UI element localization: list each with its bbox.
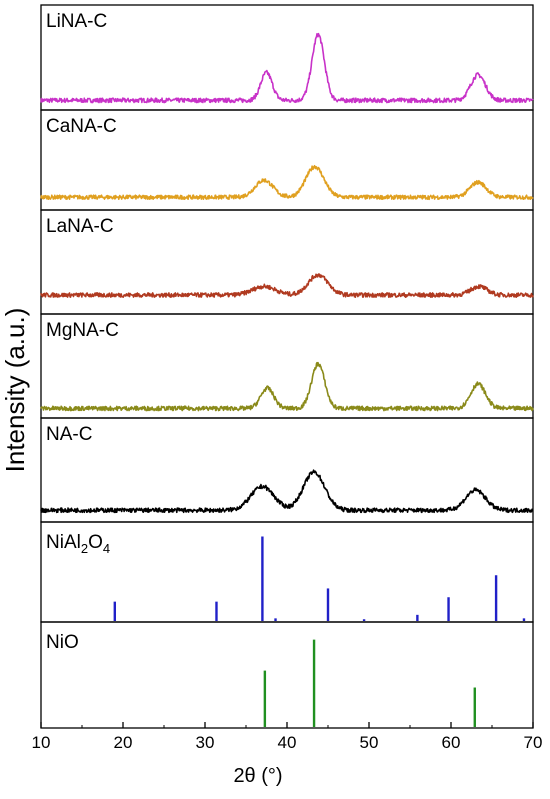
x-axis: 10 20 30 40 50 60 70 <box>32 722 543 752</box>
x-tick-label: 60 <box>442 733 461 752</box>
x-tick-label: 50 <box>360 733 379 752</box>
x-tick-label: 10 <box>32 733 51 752</box>
x-tick-label: 70 <box>524 733 543 752</box>
x-tick-label: 40 <box>278 733 297 752</box>
panel-frame <box>40 209 534 315</box>
x-tick-label: 30 <box>196 733 215 752</box>
reference-label: NiAl2O4 <box>46 532 110 556</box>
panel-frame <box>40 621 534 729</box>
panel-label: NA-C <box>46 424 92 445</box>
y-axis-label: Intensity (a.u.) <box>0 308 30 473</box>
series-line <box>40 164 534 201</box>
series-line <box>40 32 534 104</box>
x-tick-label: 20 <box>114 733 133 752</box>
panel-label: LiNA-C <box>46 11 107 32</box>
panel-frame <box>40 4 534 111</box>
panels-layer: LiNA-C CaNA-C LaNA-C MgNA-C NA-C NiAl2O4 NiO <box>40 4 534 729</box>
series-line <box>40 469 534 514</box>
series-line <box>40 361 534 412</box>
reference-label: NiO <box>46 632 79 653</box>
panel-label: CaNA-C <box>46 116 117 137</box>
x-axis-label: 2θ (°) <box>233 765 282 787</box>
panel-label: LaNA-C <box>46 216 114 237</box>
series-line <box>40 273 534 298</box>
panel-label: MgNA-C <box>46 320 119 341</box>
